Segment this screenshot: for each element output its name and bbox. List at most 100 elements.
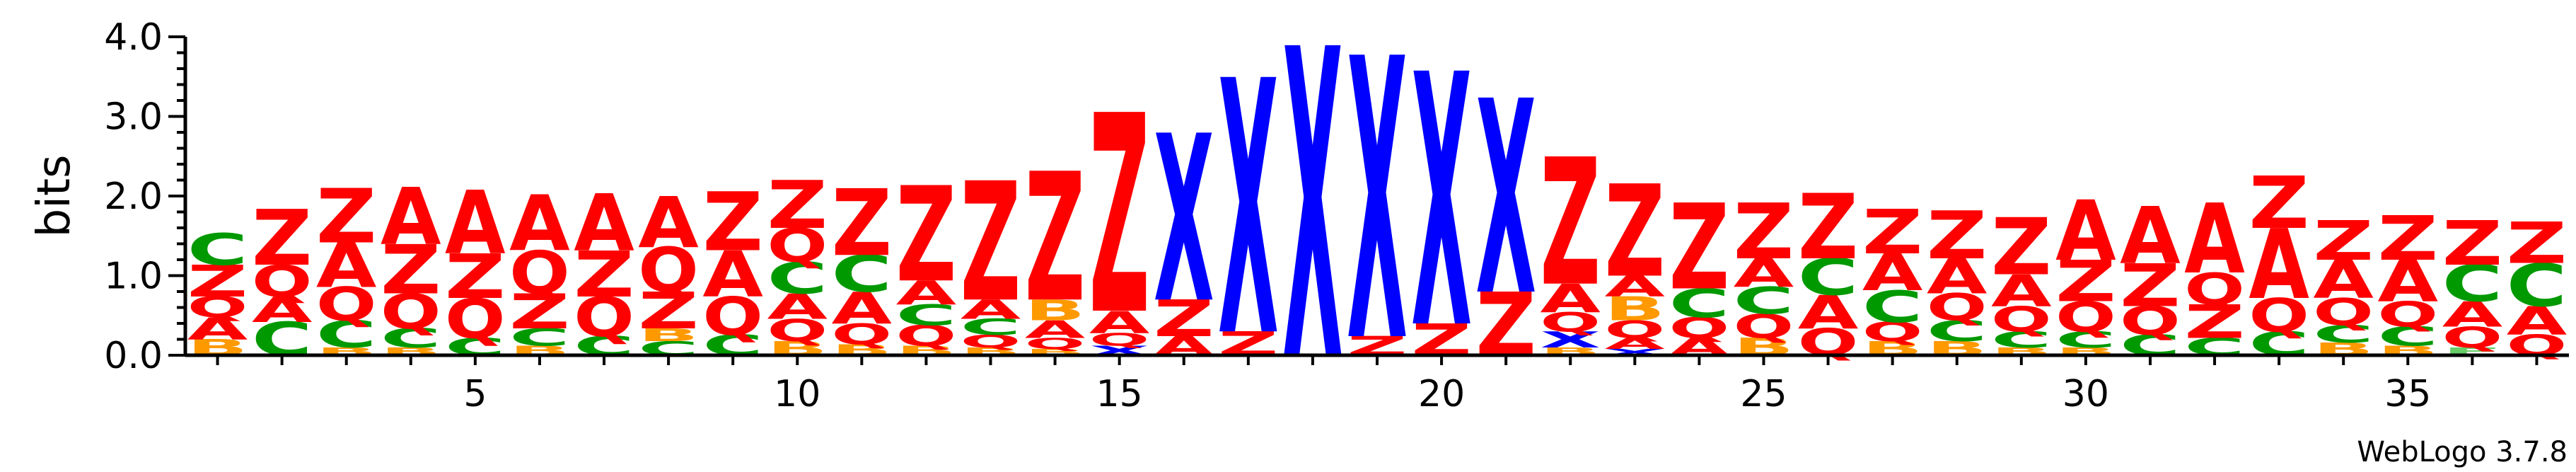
- logo-letter-q: Q: [2249, 289, 2309, 343]
- logo-letter-x: X: [1282, 0, 1343, 456]
- logo-letter-q: Q: [1862, 317, 1923, 347]
- logo-letter-z: Z: [961, 149, 1021, 338]
- logo-letter-q: Q: [2377, 294, 2438, 335]
- logo-letter-q: Q: [509, 238, 570, 307]
- x-tick-label: 25: [1740, 373, 1787, 415]
- logo-letter-q: Q: [767, 219, 828, 272]
- logo-letter-c: C: [381, 323, 441, 354]
- logo-letter-a: A: [1734, 251, 1794, 297]
- logo-letter-z: Z: [2249, 161, 2309, 245]
- logo-letter-q: Q: [381, 284, 441, 340]
- logo-letter-a: A: [2313, 250, 2374, 311]
- logo-letter-q: Q: [1734, 308, 1794, 346]
- logo-letter-c: C: [1862, 282, 1923, 333]
- logo-letter-c: C: [1798, 248, 1859, 306]
- logo-letter-a: A: [252, 290, 313, 330]
- logo-letter-z: Z: [2507, 210, 2568, 277]
- logo-letter-a: A: [1540, 276, 1601, 322]
- logo-letter-z: Z: [1669, 180, 1730, 317]
- position-stack: ZX: [1475, 46, 1536, 376]
- logo-letter-c: C: [509, 323, 570, 351]
- logo-letter-z: Z: [381, 231, 441, 309]
- x-tick-label: 30: [2062, 373, 2109, 415]
- logo-letter-a: A: [316, 231, 377, 301]
- logo-letter-z: Z: [2055, 248, 2116, 315]
- logo-letter-z: Z: [1991, 202, 2052, 294]
- logo-letter-b: B: [1025, 294, 1086, 327]
- logo-letter-q: Q: [187, 291, 248, 324]
- logo-letter-a: A: [574, 178, 634, 269]
- position-stack: ZX: [1411, 1, 1472, 405]
- logo-letter-a: A: [2442, 295, 2503, 335]
- position-stack: ZX: [1218, 8, 1279, 415]
- logo-letter-x: X: [1475, 46, 1536, 355]
- x-tick-label: 15: [1096, 373, 1143, 415]
- logo-letter-c: C: [187, 224, 248, 275]
- logo-letter-x: X: [1411, 1, 1472, 405]
- logo-letter-q: Q: [2120, 299, 2181, 344]
- y-tick-label: 3.0: [104, 96, 163, 139]
- logo-letter-b: B: [638, 325, 699, 345]
- logo-letter-q: Q: [574, 287, 634, 350]
- logo-letter-z: Z: [2442, 208, 2503, 279]
- logo-letter-a: A: [1862, 243, 1923, 301]
- x-axis-ticks: 5 10 15 20 25 30 35: [216, 355, 2539, 415]
- logo-letter-c: C: [896, 299, 957, 332]
- logo-letter-q: Q: [1089, 330, 1150, 350]
- logo-letter-z: Z: [702, 175, 763, 270]
- logo-letter-a: A: [1927, 248, 1988, 304]
- logo-letter-z: Z: [445, 242, 506, 313]
- logo-letter-b: B: [1605, 290, 1666, 328]
- logo-letter-a: A: [832, 284, 893, 335]
- weblogo-credit: WebLogo 3.7.8: [2357, 436, 2568, 468]
- position-stack: AZX: [1154, 88, 1214, 362]
- logo-letter-a: A: [2377, 248, 2438, 315]
- logo-letter-q: Q: [896, 320, 957, 353]
- logo-letter-z: Z: [316, 174, 377, 260]
- logo-letter-c: C: [1991, 328, 2052, 353]
- logo-letter-q: Q: [252, 256, 313, 307]
- logo-letter-z: Z: [1927, 198, 1988, 274]
- logo-letter-a: A: [445, 172, 506, 274]
- logo-letter-a: A: [961, 294, 1021, 325]
- logo-letter-z: Z: [767, 168, 828, 243]
- logo-letter-z: Z: [2377, 204, 2438, 275]
- y-axis-label: bits: [28, 155, 81, 238]
- y-tick-label: 0.0: [104, 335, 163, 377]
- logo-letter-c: C: [316, 313, 377, 357]
- logo-letter-q: Q: [1927, 286, 1988, 329]
- logo-letter-a: A: [1605, 270, 1666, 304]
- logo-letter-z: Z: [1025, 137, 1086, 342]
- logo-letter-z: Z: [1089, 59, 1150, 376]
- logo-letter-z: Z: [1862, 197, 1923, 268]
- logo-letter-q: Q: [961, 331, 1021, 352]
- logo-letter-c: C: [1927, 315, 1988, 348]
- logo-letter-c: C: [2442, 254, 2503, 313]
- logo-letter-z: Z: [252, 194, 313, 283]
- logo-letter-x: X: [1540, 327, 1601, 352]
- logo-letter-z: Z: [832, 171, 893, 277]
- logo-letter-q: Q: [1669, 312, 1730, 345]
- logo-letter-c: C: [2507, 251, 2568, 320]
- logo-letter-c: C: [2055, 328, 2116, 353]
- logo-letter-z: Z: [2120, 252, 2181, 321]
- logo-letter-a: A: [1089, 304, 1150, 340]
- logo-letter-a: A: [1991, 266, 2052, 317]
- logo-letter-a: A: [2120, 190, 2181, 282]
